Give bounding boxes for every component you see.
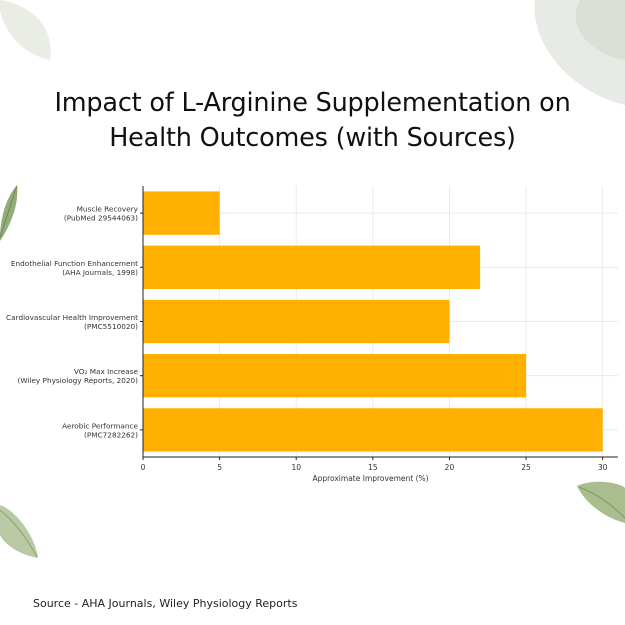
x-tick-label: 10 xyxy=(291,463,301,472)
bar xyxy=(143,191,220,235)
y-tick-label: (Wiley Physiology Reports, 2020) xyxy=(17,376,138,385)
x-tick-label: 30 xyxy=(598,463,608,472)
bar xyxy=(143,299,450,344)
source-note: Source - AHA Journals, Wiley Physiology … xyxy=(33,597,298,610)
title-line-2: Health Outcomes (with Sources) xyxy=(109,123,516,153)
y-tick-label: (PMC7282262) xyxy=(84,430,138,439)
page-title: Impact of L-Arginine Supplementation on … xyxy=(0,86,625,156)
bar xyxy=(143,408,603,452)
y-tick-label: Aerobic Performance xyxy=(62,421,138,430)
y-tick-label: Endothelial Function Enhancement xyxy=(11,259,138,268)
y-tick-label: VO₂ Max Increase xyxy=(74,367,139,376)
y-tick-label: (AHA Journals, 1998) xyxy=(62,268,138,277)
x-tick-label: 15 xyxy=(368,463,378,472)
title-line-1: Impact of L-Arginine Supplementation on xyxy=(54,88,571,118)
y-tick-label: Muscle Recovery xyxy=(77,205,139,214)
x-tick-label: 25 xyxy=(521,463,531,472)
bar xyxy=(143,245,481,289)
y-tick-label: (PMC5510020) xyxy=(84,322,138,331)
x-tick-label: 5 xyxy=(217,463,222,472)
x-tick-label: 0 xyxy=(141,463,146,472)
y-tick-label: (PubMed 29544063) xyxy=(64,214,138,223)
x-tick-label: 20 xyxy=(445,463,455,472)
y-tick-label: Cardiovascular Health Improvement xyxy=(6,313,138,322)
bar xyxy=(143,354,527,398)
x-axis-label: Approximate Improvement (%) xyxy=(312,474,428,483)
